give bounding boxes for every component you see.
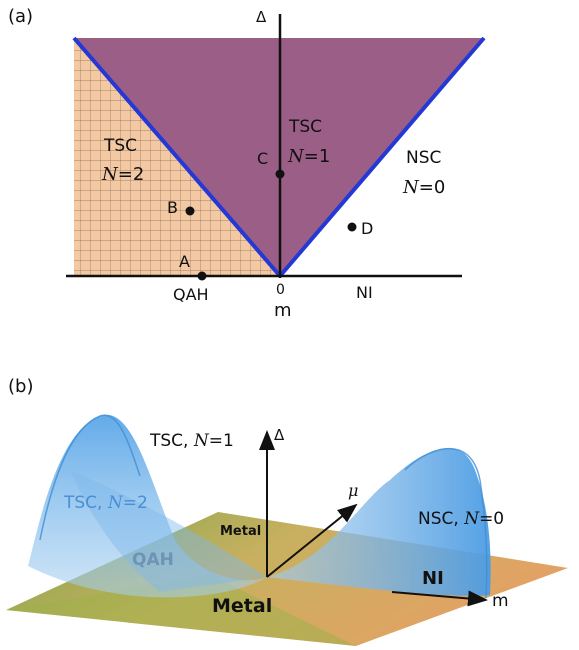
m-axis-3d-label: m — [492, 591, 509, 611]
nsc-n0-name: NSC — [406, 148, 441, 168]
point-d — [347, 222, 357, 232]
metal-top-label: Metal — [220, 524, 261, 539]
tsc-n1-name: TSC — [288, 117, 322, 137]
mu-axis-3d — [266, 503, 358, 578]
point-d-label: D — [361, 219, 373, 238]
delta-axis-3d-label: Δ — [274, 426, 285, 444]
m-axis-3d — [391, 590, 488, 607]
tsc-n1-3d-label: TSC, N=1 — [149, 431, 234, 451]
nsc-n0-3d-label: NSC, N=0 — [418, 509, 504, 529]
metal-bottom-label: Metal — [212, 595, 272, 617]
point-b — [185, 206, 195, 216]
point-c — [275, 169, 285, 179]
panel-b-tag: (b) — [8, 376, 33, 397]
point-b-label: B — [167, 198, 178, 217]
nsc-dome — [267, 448, 491, 596]
tsc-n2-name: TSC — [103, 136, 137, 156]
nsc-dome-ridge — [404, 448, 488, 599]
m-axis-origin: 0 — [276, 282, 285, 298]
phase-boundary-left — [72, 36, 282, 278]
point-c-label: C — [257, 149, 268, 168]
tsc-n2-3d-label: TSC, N=2 — [63, 493, 148, 513]
qah-3d-label: QAH — [132, 550, 174, 570]
ni-label: NI — [356, 283, 373, 302]
tsc-n2-sheet — [70, 470, 267, 592]
tsc-n2-index: N=2 — [101, 164, 144, 185]
m-axis-label: m — [274, 300, 292, 321]
point-a-label: A — [179, 252, 190, 271]
qah-label: QAH — [173, 285, 209, 304]
nsc-n0-index: N=0 — [402, 177, 445, 198]
tsc-n2-ridge — [39, 414, 141, 541]
ni-3d-label: NI — [422, 568, 444, 589]
point-a — [197, 271, 207, 281]
mu-axis-3d-label: μ — [348, 481, 358, 500]
tsc-n1-index: N=1 — [287, 146, 330, 167]
tsc-n2-dome — [28, 414, 267, 598]
phase-boundary-right — [278, 36, 486, 278]
delta-axis-label: Δ — [256, 8, 267, 26]
metal-plane-front — [6, 575, 356, 646]
panel-a-tag: (a) — [8, 6, 33, 27]
